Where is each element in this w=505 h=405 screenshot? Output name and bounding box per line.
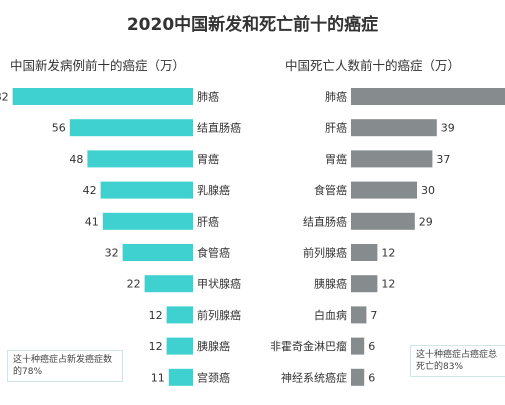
death-category-label: 胃癌 bbox=[325, 152, 347, 166]
incidence-value-label: 41 bbox=[85, 215, 99, 228]
incidence-bar bbox=[69, 119, 193, 137]
incidence-bar bbox=[87, 150, 193, 168]
death-category-label: 前列腺癌 bbox=[303, 246, 347, 260]
death-category-label: 非霍奇金淋巴瘤 bbox=[270, 339, 347, 353]
death-category-label: 肝癌 bbox=[325, 121, 347, 135]
death-category-label: 结直肠癌 bbox=[303, 214, 347, 228]
incidence-bar bbox=[166, 306, 193, 324]
death-note: 这十种癌症占癌症总死亡的83% bbox=[410, 345, 505, 377]
death-bar bbox=[351, 119, 437, 137]
incidence-value-label: 11 bbox=[151, 371, 165, 384]
death-value-label: 30 bbox=[421, 184, 435, 197]
incidence-bar bbox=[144, 275, 193, 293]
incidence-value-label: 48 bbox=[69, 153, 83, 166]
death-bar bbox=[351, 368, 365, 386]
incidence-value-label: 42 bbox=[83, 184, 97, 197]
incidence-category-label: 甲状腺癌 bbox=[197, 277, 241, 291]
death-panel-title: 中国死亡人数前十的癌症（万） bbox=[285, 58, 461, 73]
death-value-label: 29 bbox=[419, 215, 433, 228]
death-value-label: 6 bbox=[368, 371, 375, 384]
incidence-value-label: 56 bbox=[52, 122, 66, 135]
incidence-category-label: 结直肠癌 bbox=[197, 121, 241, 135]
incidence-bar bbox=[12, 88, 193, 105]
incidence-bar bbox=[168, 368, 193, 386]
death-value-label: 39 bbox=[441, 122, 455, 135]
death-bar bbox=[351, 181, 417, 199]
death-bar bbox=[351, 337, 365, 355]
incidence-panel-title: 中国新发病例前十的癌症（万） bbox=[10, 58, 186, 73]
incidence-bar bbox=[100, 181, 193, 199]
death-category-label: 胰腺癌 bbox=[314, 277, 347, 291]
death-bar bbox=[351, 306, 367, 324]
incidence-category-label: 肺癌 bbox=[197, 90, 219, 104]
death-value-label: 12 bbox=[381, 278, 395, 291]
incidence-bar bbox=[122, 244, 193, 261]
death-value-label: 7 bbox=[370, 309, 377, 322]
incidence-category-label: 胰腺癌 bbox=[197, 339, 230, 353]
incidence-value-label: 82 bbox=[0, 91, 9, 104]
incidence-bar bbox=[102, 212, 193, 230]
death-value-label: 12 bbox=[381, 247, 395, 260]
incidence-category-label: 食管癌 bbox=[197, 246, 230, 260]
death-bar bbox=[351, 150, 433, 168]
incidence-category-label: 前列腺癌 bbox=[197, 308, 241, 322]
death-value-label: 37 bbox=[436, 153, 450, 166]
chart-title: 2020中国新发和死亡前十的癌症 bbox=[126, 15, 379, 35]
death-bar bbox=[351, 275, 378, 293]
incidence-value-label: 12 bbox=[149, 340, 163, 353]
death-category-label: 食管癌 bbox=[314, 183, 347, 197]
death-bar bbox=[351, 88, 505, 105]
incidence-category-label: 肝癌 bbox=[197, 214, 219, 228]
death-value-label: 6 bbox=[368, 340, 375, 353]
incidence-value-label: 22 bbox=[127, 278, 141, 291]
death-category-label: 神经系统癌症 bbox=[281, 370, 347, 384]
incidence-note: 这十种癌症占新发癌症数的78% bbox=[7, 350, 123, 382]
incidence-category-label: 乳腺癌 bbox=[197, 183, 230, 197]
incidence-category-label: 宫颈癌 bbox=[197, 370, 230, 384]
death-bar bbox=[351, 244, 378, 261]
incidence-bar bbox=[166, 337, 193, 355]
death-category-label: 白血病 bbox=[314, 308, 347, 322]
incidence-category-label: 胃癌 bbox=[197, 152, 219, 166]
death-bar bbox=[351, 212, 415, 230]
death-category-label: 肺癌 bbox=[325, 90, 347, 104]
incidence-value-label: 12 bbox=[149, 309, 163, 322]
incidence-value-label: 32 bbox=[105, 247, 119, 260]
